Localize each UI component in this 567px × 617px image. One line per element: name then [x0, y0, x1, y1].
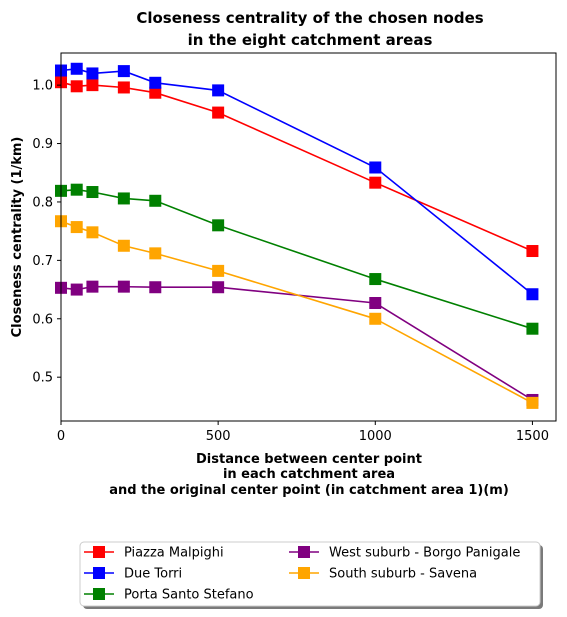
- data-point: [149, 194, 162, 207]
- x-tick-label: 1000: [359, 429, 392, 444]
- legend-label: West suburb - Borgo Panigale: [329, 546, 520, 561]
- legend-item: West suburb - Borgo Panigale: [289, 546, 520, 561]
- chart-title-line-2: in the eight catchment areas: [188, 31, 433, 49]
- y-axis: 0.5 0.6 0.7 0.8 0.9 1.0: [32, 79, 61, 386]
- y-tick-label: 0.7: [32, 254, 53, 269]
- legend-marker: [93, 567, 105, 579]
- legend-item: Due Torri: [84, 567, 182, 582]
- legend-label: Due Torri: [124, 567, 182, 582]
- data-point: [212, 219, 225, 232]
- plot-area: [55, 62, 539, 409]
- data-point: [212, 264, 225, 277]
- y-axis-label: Closeness centrality (1/km): [10, 137, 25, 338]
- data-point: [86, 280, 99, 293]
- x-tick-label: 500: [206, 429, 231, 444]
- series-line: [60, 220, 533, 404]
- y-tick-label: 1.0: [32, 79, 53, 94]
- data-point: [212, 281, 225, 294]
- data-point: [526, 396, 539, 409]
- data-point: [369, 176, 382, 189]
- data-point: [369, 161, 382, 174]
- series-line: [60, 67, 533, 295]
- data-point: [149, 281, 162, 294]
- x-tick-label: 1500: [516, 429, 549, 444]
- data-point: [86, 186, 99, 199]
- data-point: [86, 226, 99, 239]
- data-point: [86, 79, 99, 92]
- data-point: [149, 76, 162, 89]
- data-point: [70, 62, 83, 75]
- data-point: [149, 86, 162, 99]
- series-line: [60, 188, 533, 330]
- legend-marker: [93, 588, 105, 600]
- x-axis-label-line-2: in each catchment area: [223, 467, 395, 482]
- chart-title-line-1: Closeness centrality of the chosen nodes: [136, 9, 483, 27]
- x-tick-label: 0: [57, 429, 65, 444]
- legend-marker: [93, 546, 105, 558]
- series-porta-santo-stefano: [55, 183, 539, 335]
- data-point: [117, 280, 130, 293]
- data-point: [117, 65, 130, 78]
- series-west-suburb-borgo-panigale: [55, 280, 539, 406]
- data-point: [526, 322, 539, 335]
- legend-item: South suburb - Savena: [289, 567, 477, 582]
- data-point: [369, 297, 382, 310]
- plot-frame: [60, 52, 557, 422]
- series-due-torri: [55, 62, 539, 301]
- y-tick-label: 0.6: [32, 312, 53, 327]
- data-point: [86, 67, 99, 80]
- series-south-suburb-savena: [55, 215, 539, 409]
- legend-item: Piazza Malpighi: [84, 546, 224, 561]
- series-line: [60, 285, 533, 401]
- y-tick-label: 0.8: [32, 195, 53, 210]
- legend-marker: [298, 567, 310, 579]
- legend-item: Porta Santo Stefano: [84, 588, 254, 603]
- data-point: [212, 84, 225, 97]
- legend-marker: [298, 546, 310, 558]
- data-point: [212, 106, 225, 119]
- series-line: [60, 81, 533, 252]
- x-axis-label-line-1: Distance between center point: [196, 452, 422, 467]
- data-point: [117, 81, 130, 94]
- data-point: [369, 312, 382, 325]
- legend: Piazza Malpighi Due Torri Porta Santo Stef…: [79, 541, 543, 609]
- data-point: [369, 273, 382, 286]
- data-point: [526, 288, 539, 301]
- data-point: [70, 221, 83, 234]
- data-point: [70, 283, 83, 296]
- data-point: [70, 183, 83, 196]
- data-point: [149, 247, 162, 260]
- data-point: [526, 245, 539, 258]
- x-axis: 0 500 1000 1500: [57, 421, 549, 444]
- series-piazza-malpighi: [55, 76, 539, 258]
- data-point: [117, 192, 130, 205]
- y-tick-label: 0.5: [32, 371, 53, 386]
- legend-label: Piazza Malpighi: [124, 546, 224, 561]
- y-tick-label: 0.9: [32, 137, 53, 152]
- data-point: [70, 80, 83, 93]
- legend-label: Porta Santo Stefano: [124, 588, 254, 603]
- x-axis-label-line-3: and the original center point (in catchm…: [109, 483, 509, 498]
- data-point: [117, 239, 130, 252]
- legend-label: South suburb - Savena: [329, 567, 477, 582]
